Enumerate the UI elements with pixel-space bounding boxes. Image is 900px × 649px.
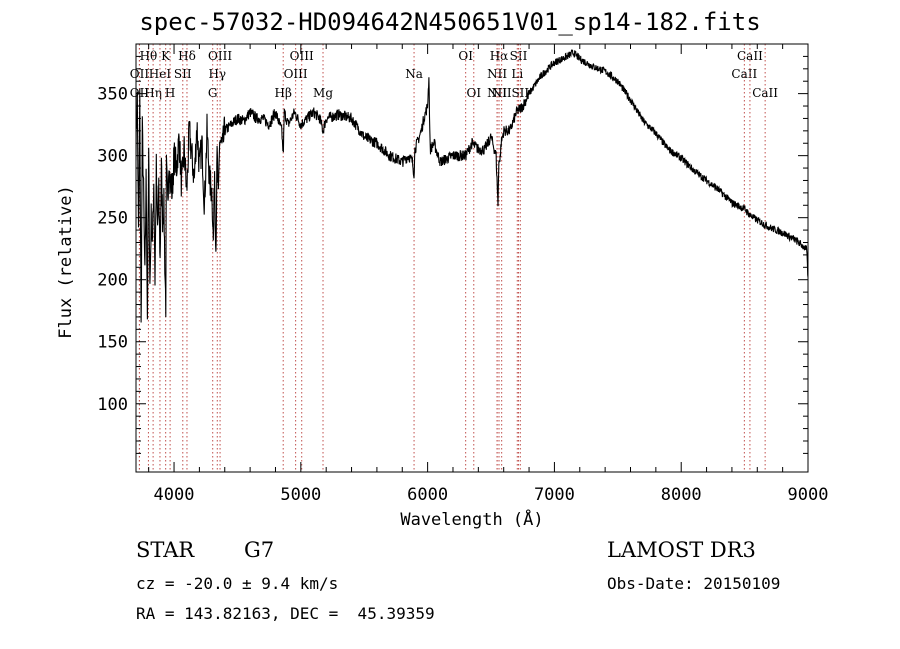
observation-date: Obs-Date: 20150109 bbox=[607, 574, 781, 593]
line-marker-label: NII bbox=[487, 86, 507, 100]
spectrum-line bbox=[136, 48, 808, 323]
line-marker-label: Hγ bbox=[208, 67, 226, 81]
line-marker-label: OIII bbox=[290, 49, 314, 63]
line-marker-label: SII bbox=[174, 67, 192, 81]
line-marker-label: Hη bbox=[144, 86, 162, 100]
line-marker-label: Li bbox=[511, 67, 523, 81]
x-axis-label: Wavelength (Å) bbox=[400, 510, 544, 530]
y-tick-label: 300 bbox=[97, 147, 128, 167]
x-tick-label: 9000 bbox=[788, 485, 829, 505]
line-marker-label: CaII bbox=[737, 49, 763, 63]
line-marker-label: Hα bbox=[490, 49, 509, 63]
line-marker-label: HeI bbox=[149, 67, 172, 81]
line-marker-label: G bbox=[208, 86, 218, 100]
survey-name: LAMOST DR3 bbox=[607, 538, 756, 562]
line-marker-label: SII bbox=[510, 49, 528, 63]
line-marker-label: Mg bbox=[313, 86, 333, 100]
line-marker-label: NII bbox=[492, 86, 512, 100]
coordinates-readout: RA = 143.82163, DEC = 45.39359 bbox=[136, 604, 435, 623]
x-tick-label: 8000 bbox=[661, 485, 702, 505]
line-marker-label: OIII bbox=[208, 49, 232, 63]
line-marker-label: CaII bbox=[752, 86, 778, 100]
plot-frame bbox=[135, 43, 809, 473]
x-tick-label: 6000 bbox=[407, 485, 448, 505]
line-marker-label: OI bbox=[458, 49, 473, 63]
line-marker-label: NII bbox=[487, 67, 507, 81]
y-axis-label: Flux (relative) bbox=[56, 185, 76, 339]
line-marker-label: OIII bbox=[284, 67, 308, 81]
line-marker-label: SII bbox=[511, 86, 529, 100]
y-tick-label: 100 bbox=[97, 395, 128, 415]
line-marker-label: Hδ bbox=[178, 49, 196, 63]
line-marker-label: CaII bbox=[731, 67, 757, 81]
line-marker-label: Hθ bbox=[140, 49, 158, 63]
chart-title: spec-57032-HD094642N450651V01_sp14-182.f… bbox=[139, 8, 761, 36]
line-marker-label: K bbox=[161, 49, 171, 63]
redshift-readout: cz = -20.0 ± 9.4 km/s bbox=[136, 574, 339, 593]
line-marker-label: Hβ bbox=[275, 86, 292, 100]
y-tick-label: 150 bbox=[97, 333, 128, 353]
y-tick-label: 200 bbox=[97, 271, 128, 291]
y-tick-label: 350 bbox=[97, 85, 128, 105]
line-marker-label: Na bbox=[405, 67, 423, 81]
spectral-subclass: G7 bbox=[244, 538, 275, 562]
x-tick-label: 5000 bbox=[280, 485, 321, 505]
x-tick-label: 7000 bbox=[534, 485, 575, 505]
line-marker-label: OI bbox=[466, 86, 481, 100]
line-marker-label: OII bbox=[130, 67, 150, 81]
object-type: STAR bbox=[136, 538, 195, 562]
line-marker-label: H bbox=[165, 86, 175, 100]
y-tick-label: 250 bbox=[97, 209, 128, 229]
x-tick-label: 4000 bbox=[154, 485, 195, 505]
